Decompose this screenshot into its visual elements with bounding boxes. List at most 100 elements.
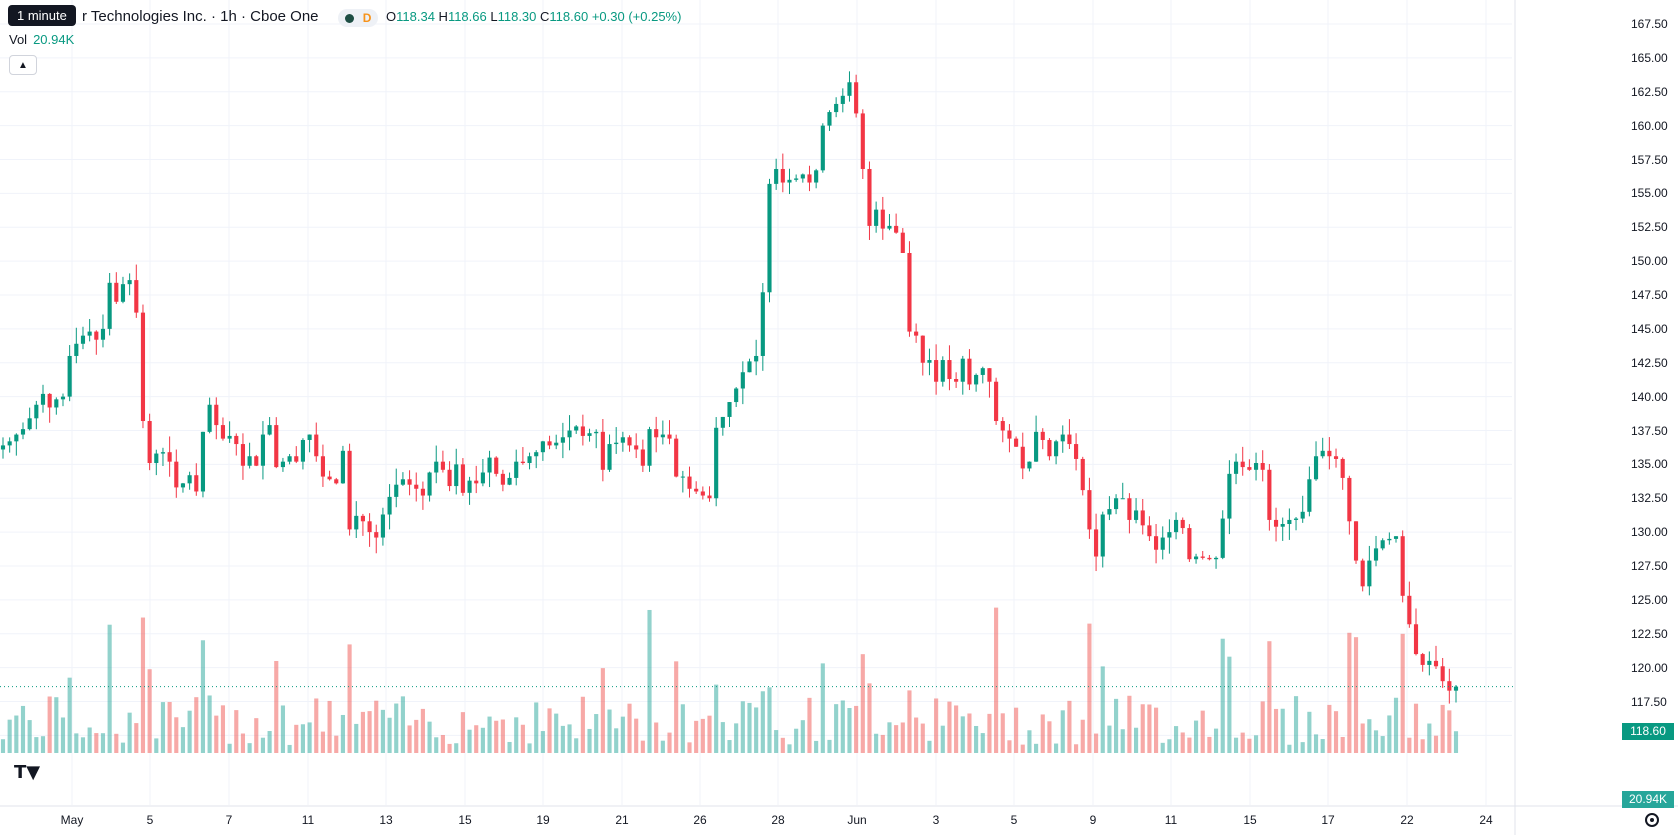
volume-bar bbox=[127, 712, 132, 753]
volume-bar bbox=[1094, 733, 1099, 753]
candle-body bbox=[1120, 498, 1125, 500]
candle-body bbox=[847, 82, 852, 96]
candle-body bbox=[194, 475, 199, 492]
candle-body bbox=[1393, 536, 1399, 539]
candle-body bbox=[867, 168, 872, 226]
volume-bar bbox=[214, 715, 219, 753]
current-volume-label: 20.94K bbox=[1622, 791, 1674, 808]
candle-body bbox=[780, 168, 785, 183]
candle-body bbox=[1040, 431, 1045, 440]
candle-body bbox=[1400, 536, 1405, 596]
volume-bar bbox=[827, 739, 832, 753]
candle-body bbox=[1054, 441, 1059, 457]
volume-bar bbox=[414, 719, 419, 753]
candle-body bbox=[427, 472, 432, 496]
tradingview-logo-icon[interactable]: T▼ bbox=[14, 762, 41, 783]
volume-bar bbox=[194, 697, 199, 753]
volume-bar bbox=[260, 737, 266, 753]
volume-bar bbox=[440, 734, 445, 753]
volume-bar bbox=[880, 734, 885, 753]
volume-bar bbox=[100, 733, 106, 753]
candle-body bbox=[1047, 439, 1052, 457]
volume-bar bbox=[254, 718, 259, 753]
candle-body bbox=[247, 456, 252, 466]
candle-body bbox=[814, 170, 819, 183]
candle-body bbox=[1300, 511, 1305, 519]
volume-bar bbox=[1393, 697, 1399, 753]
volume-bar bbox=[807, 697, 812, 753]
candle-body bbox=[1220, 518, 1225, 558]
volume-bar bbox=[160, 702, 166, 753]
candle-body bbox=[1067, 434, 1072, 445]
volume-bar bbox=[1040, 714, 1045, 753]
interval-tooltip: 1 minute bbox=[8, 5, 76, 26]
candle-body bbox=[120, 284, 126, 302]
volume-bar bbox=[1447, 710, 1452, 753]
volume-bar bbox=[594, 714, 599, 753]
symbol-title[interactable]: r Technologies Inc. · 1h · Cboe One bbox=[82, 8, 319, 25]
market-status-indicator[interactable]: D bbox=[338, 9, 378, 27]
candle-body bbox=[1107, 509, 1112, 515]
candle-body bbox=[460, 464, 465, 493]
candle-body bbox=[440, 461, 445, 470]
volume-bar bbox=[1160, 742, 1165, 753]
candle-body bbox=[1380, 540, 1385, 549]
candle-body bbox=[700, 491, 705, 496]
volume-bar bbox=[1074, 744, 1079, 753]
volume-bar bbox=[200, 640, 206, 753]
candle-body bbox=[527, 456, 532, 464]
volume-bar bbox=[840, 700, 845, 753]
volume-bar bbox=[1080, 719, 1085, 753]
candle-body bbox=[720, 416, 725, 428]
volume-bar bbox=[114, 733, 119, 753]
volume-bar bbox=[1227, 656, 1232, 753]
candle-body bbox=[334, 479, 339, 484]
volume-bar bbox=[1047, 721, 1052, 753]
volume-bar bbox=[894, 725, 899, 753]
settings-icon[interactable] bbox=[1645, 813, 1659, 827]
volume-bar bbox=[720, 722, 725, 753]
candle-body bbox=[1340, 458, 1345, 478]
candle-body bbox=[540, 441, 545, 453]
volume-bar bbox=[874, 733, 879, 753]
candle-body bbox=[807, 174, 812, 183]
volume-bar bbox=[220, 705, 226, 753]
volume-legend[interactable]: Vol 20.94K bbox=[9, 32, 74, 47]
volume-bar bbox=[640, 740, 645, 753]
volume-bar bbox=[1167, 739, 1172, 753]
candle-body bbox=[1027, 461, 1032, 469]
volume-bar bbox=[1440, 704, 1445, 753]
candle-body bbox=[580, 426, 585, 436]
candle-body bbox=[1140, 510, 1145, 526]
time-tick-label: 11 bbox=[1164, 813, 1178, 827]
volume-bar bbox=[1273, 708, 1279, 753]
candle-body bbox=[800, 174, 805, 179]
volume-bar bbox=[940, 725, 945, 753]
candle-body bbox=[380, 514, 385, 538]
volume-bar bbox=[574, 738, 579, 753]
price-tick-label: 145.00 bbox=[1631, 321, 1668, 336]
volume-bar bbox=[1233, 737, 1239, 753]
candle-body bbox=[1074, 444, 1079, 459]
volume-bar bbox=[654, 722, 659, 753]
volume-bar bbox=[514, 717, 519, 753]
volume-bar bbox=[1154, 707, 1159, 753]
market-open-icon bbox=[344, 13, 354, 23]
volume-bar bbox=[120, 742, 126, 753]
volume-bar bbox=[534, 702, 539, 753]
volume-bar bbox=[1313, 734, 1319, 753]
candle-body bbox=[1154, 536, 1159, 550]
candle-body bbox=[367, 521, 372, 533]
candle-body bbox=[354, 515, 359, 530]
candle-body bbox=[1160, 537, 1165, 550]
volume-bar bbox=[734, 723, 739, 753]
candle-body bbox=[1020, 446, 1025, 469]
price-tick-label: 142.50 bbox=[1631, 355, 1668, 370]
candle-body bbox=[900, 232, 905, 253]
candle-body bbox=[740, 372, 745, 389]
candle-body bbox=[1253, 463, 1259, 470]
candle-body bbox=[374, 532, 379, 538]
volume-bar bbox=[334, 735, 339, 753]
collapse-legend-button[interactable]: ▲ bbox=[9, 55, 37, 75]
